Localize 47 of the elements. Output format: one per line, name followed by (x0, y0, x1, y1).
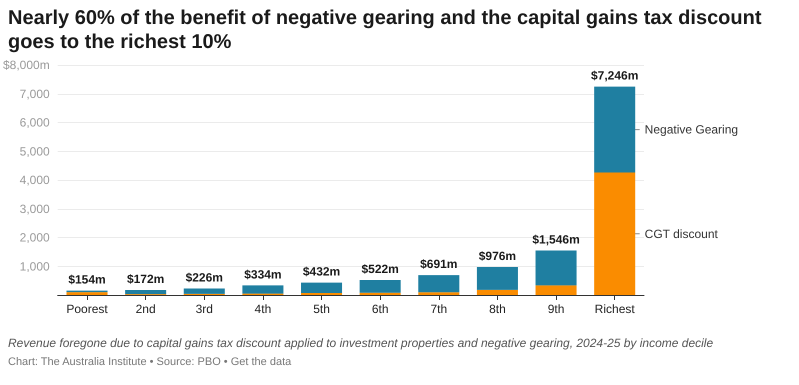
series-label: Negative Gearing (644, 122, 738, 137)
bar (536, 285, 577, 295)
bar (360, 280, 401, 293)
text: Chart: The Australia Institute • Source: PBO • Get the data (8, 356, 292, 368)
bar (418, 275, 460, 292)
bar (594, 172, 636, 295)
total-label: $226m (186, 270, 223, 285)
total-label: $522m (361, 262, 399, 276)
y-tick-label: 2,000 (20, 230, 50, 244)
bar (184, 288, 225, 294)
total-label: $172m (126, 272, 164, 286)
bar (476, 266, 518, 290)
x-tick-label: 2nd (136, 302, 156, 316)
series-label: CGT discount (644, 226, 718, 241)
total-label: $976m (478, 248, 516, 263)
x-tick-label: Poorest (66, 302, 108, 316)
x-tick-label: 6th (372, 302, 389, 316)
x-tick-label: 9th (548, 302, 564, 316)
bar (594, 86, 636, 173)
x-tick-label: 5th (313, 302, 330, 316)
total-label: $7,246m (590, 68, 638, 83)
x-tick-label: 4th (254, 302, 272, 316)
total-label: $432m (302, 264, 340, 279)
total-label: $334m (244, 267, 282, 282)
x-tick-label: Richest (594, 302, 636, 316)
bar (476, 290, 518, 295)
x-tick-label: 3rd (196, 302, 213, 316)
y-tick-label: 1,000 (20, 259, 50, 274)
y-tick-label: 7,000 (20, 86, 50, 101)
x-tick-label: 8th (489, 302, 506, 316)
y-tick-label: $8,000m (2, 58, 50, 72)
total-label: $154m (68, 272, 106, 287)
y-tick-label: 4,000 (20, 173, 50, 187)
bar (125, 290, 166, 294)
chart-title: Nearly 60% of the benefit of negative gearing and the capital gains tax discount goes to the richest 10% (8, 6, 762, 54)
y-tick-label: 3,000 (20, 202, 50, 216)
text: Revenue foregone due to capital gains tax discount applied to investment properties and negative gearing, 2024-25 by income decile (8, 336, 714, 350)
total-label: $691m (420, 257, 458, 272)
bar (242, 285, 284, 294)
y-tick-label: 6,000 (20, 116, 50, 130)
bar (536, 250, 577, 286)
y-tick-label: 5,000 (20, 144, 50, 158)
bar (418, 292, 460, 295)
x-tick-label: 7th (430, 302, 448, 316)
total-label: $1,546m (532, 232, 580, 247)
bar (66, 292, 108, 295)
bar (301, 282, 342, 293)
